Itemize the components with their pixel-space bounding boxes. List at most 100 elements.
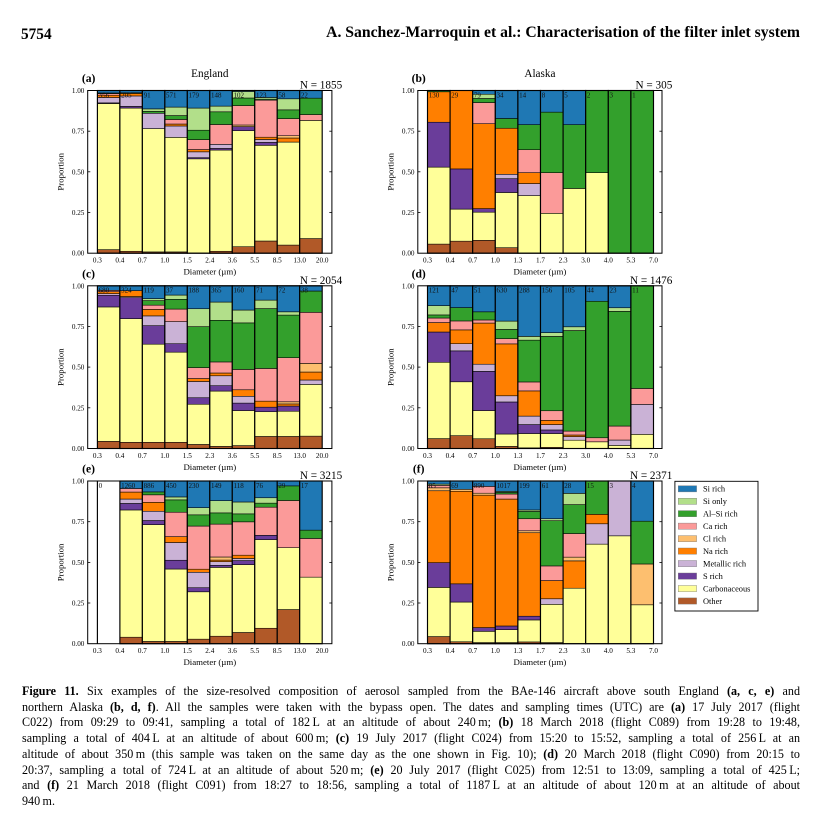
svg-text:Diameter (µm): Diameter (µm): [183, 267, 236, 277]
svg-text:288: 288: [519, 287, 530, 295]
svg-text:0.00: 0.00: [402, 640, 415, 648]
svg-text:13.0: 13.0: [293, 257, 306, 265]
svg-text:Cl rich: Cl rich: [703, 535, 727, 544]
svg-text:205: 205: [121, 91, 132, 99]
svg-text:0.4: 0.4: [115, 647, 124, 655]
svg-text:0.00: 0.00: [402, 445, 415, 453]
svg-text:149: 149: [211, 482, 222, 490]
svg-text:Carbonaceous: Carbonaceous: [703, 585, 750, 594]
svg-text:N = 1855: N = 1855: [300, 80, 343, 92]
svg-text:0.7: 0.7: [138, 452, 147, 460]
svg-text:2: 2: [587, 91, 591, 99]
svg-text:91: 91: [144, 91, 152, 99]
svg-text:0.4: 0.4: [115, 257, 124, 265]
svg-text:0.4: 0.4: [446, 257, 455, 265]
svg-text:0.25: 0.25: [402, 600, 415, 608]
svg-text:N = 2371: N = 2371: [630, 470, 672, 482]
svg-text:179: 179: [189, 91, 200, 99]
svg-text:130: 130: [429, 91, 440, 99]
svg-text:0.25: 0.25: [402, 404, 415, 412]
svg-text:1.00: 1.00: [402, 87, 415, 95]
svg-text:1.3: 1.3: [513, 452, 522, 460]
svg-text:4.0: 4.0: [604, 257, 613, 265]
svg-text:0.7: 0.7: [138, 647, 147, 655]
svg-text:(f): (f): [413, 463, 425, 476]
svg-text:5.5: 5.5: [250, 257, 259, 265]
svg-text:2.3: 2.3: [559, 452, 568, 460]
svg-text:1017: 1017: [497, 482, 512, 490]
svg-text:14: 14: [519, 91, 527, 99]
svg-text:3: 3: [610, 482, 614, 490]
svg-text:8.5: 8.5: [273, 257, 282, 265]
svg-text:8.5: 8.5: [273, 647, 282, 655]
svg-text:Ca rich: Ca rich: [703, 522, 728, 531]
svg-text:1.7: 1.7: [536, 257, 545, 265]
svg-text:0.25: 0.25: [402, 209, 415, 217]
svg-text:0.25: 0.25: [72, 600, 85, 608]
svg-text:365: 365: [211, 287, 222, 295]
svg-text:Other: Other: [703, 597, 722, 606]
svg-text:(e): (e): [82, 463, 95, 476]
svg-text:230: 230: [189, 482, 200, 490]
svg-text:0.50: 0.50: [72, 559, 85, 567]
svg-text:0.3: 0.3: [93, 452, 102, 460]
svg-text:Proportion: Proportion: [386, 152, 396, 190]
svg-text:2.3: 2.3: [559, 257, 568, 265]
svg-text:0.75: 0.75: [72, 128, 85, 136]
svg-text:20.0: 20.0: [316, 452, 329, 460]
svg-text:5.5: 5.5: [250, 647, 259, 655]
svg-text:450: 450: [166, 482, 177, 490]
svg-text:11: 11: [632, 287, 639, 295]
svg-text:(c): (c): [82, 267, 95, 280]
svg-text:121: 121: [429, 287, 440, 295]
svg-text:0.3: 0.3: [93, 647, 102, 655]
svg-text:3.0: 3.0: [581, 647, 590, 655]
svg-text:0.50: 0.50: [72, 168, 85, 176]
svg-text:1.00: 1.00: [72, 478, 85, 486]
svg-text:0.3: 0.3: [423, 452, 432, 460]
svg-text:1.00: 1.00: [402, 282, 415, 290]
svg-text:Diameter (µm): Diameter (µm): [514, 267, 567, 277]
svg-text:0.4: 0.4: [446, 647, 455, 655]
svg-text:2.3: 2.3: [559, 647, 568, 655]
svg-text:Proportion: Proportion: [56, 543, 66, 581]
svg-text:20.0: 20.0: [316, 257, 329, 265]
svg-text:37: 37: [166, 287, 174, 295]
svg-text:Diameter (µm): Diameter (µm): [183, 462, 236, 472]
svg-text:0.7: 0.7: [468, 452, 477, 460]
svg-text:29: 29: [278, 482, 286, 490]
svg-text:S rich: S rich: [703, 572, 724, 581]
svg-text:5.3: 5.3: [626, 257, 635, 265]
svg-text:324: 324: [121, 287, 132, 295]
svg-text:0.7: 0.7: [468, 647, 477, 655]
svg-text:2.4: 2.4: [205, 647, 214, 655]
svg-text:N = 305: N = 305: [636, 80, 673, 92]
svg-text:3.6: 3.6: [228, 257, 237, 265]
svg-text:7.0: 7.0: [649, 452, 658, 460]
svg-text:Proportion: Proportion: [386, 543, 396, 581]
svg-text:886: 886: [144, 482, 155, 490]
svg-text:148: 148: [211, 91, 222, 99]
svg-text:1.00: 1.00: [402, 478, 415, 486]
svg-text:0.75: 0.75: [402, 128, 415, 136]
svg-text:15: 15: [587, 482, 595, 490]
svg-text:51: 51: [474, 287, 482, 295]
svg-text:630: 630: [497, 287, 508, 295]
svg-text:Si rich: Si rich: [703, 485, 726, 494]
svg-text:17: 17: [301, 482, 309, 490]
svg-text:13.0: 13.0: [293, 452, 306, 460]
svg-text:47: 47: [451, 287, 459, 295]
svg-text:160: 160: [234, 287, 245, 295]
svg-text:1.0: 1.0: [491, 647, 500, 655]
svg-text:156: 156: [542, 287, 553, 295]
svg-text:Diameter (µm): Diameter (µm): [514, 657, 567, 667]
svg-text:5.3: 5.3: [626, 647, 635, 655]
svg-text:3.0: 3.0: [581, 452, 590, 460]
svg-text:188: 188: [189, 287, 200, 295]
svg-text:Metallic rich: Metallic rich: [703, 560, 747, 569]
svg-text:4.0: 4.0: [604, 647, 613, 655]
svg-text:1.0: 1.0: [160, 647, 169, 655]
svg-text:34: 34: [497, 91, 505, 99]
svg-text:(a): (a): [82, 72, 96, 85]
svg-text:890: 890: [474, 482, 485, 490]
